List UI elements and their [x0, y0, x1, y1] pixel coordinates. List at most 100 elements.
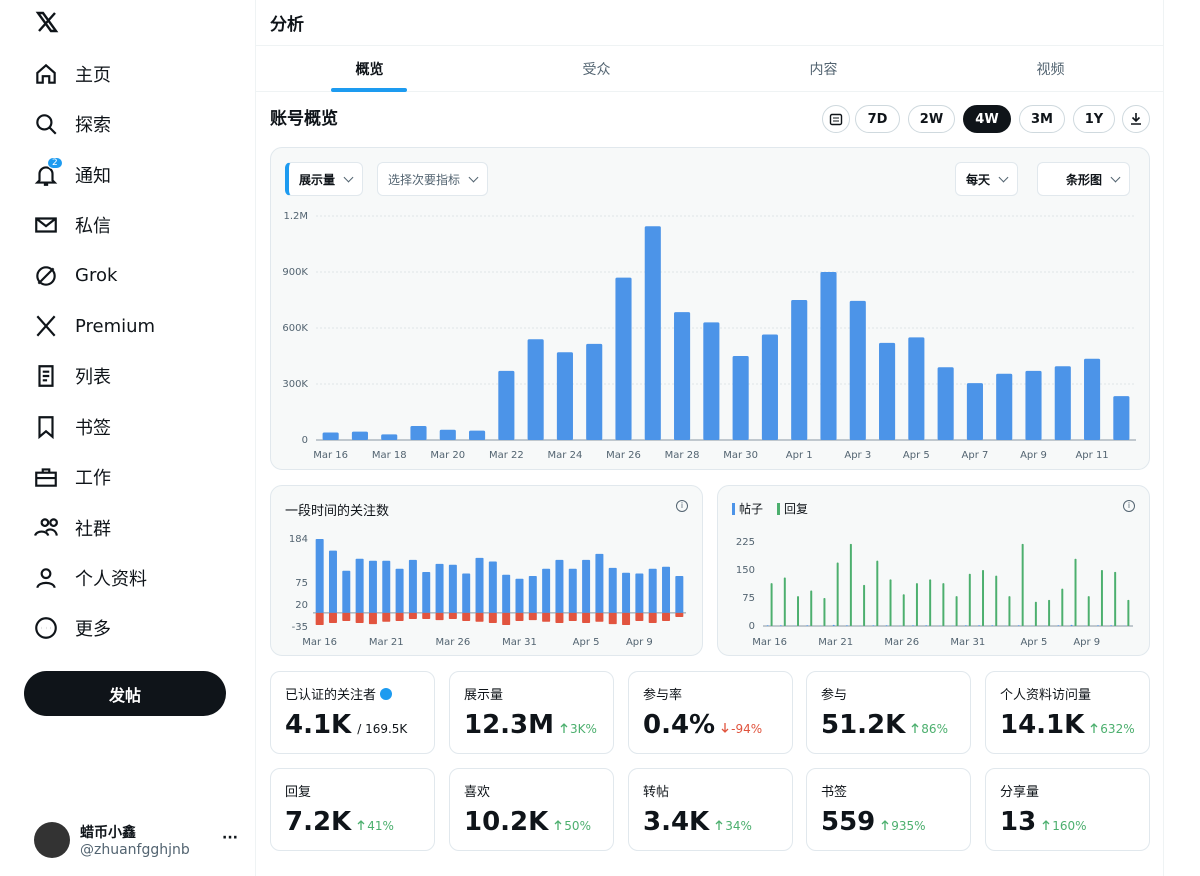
legend-item: 帖子: [732, 500, 763, 517]
nav-item[interactable]: 书签: [33, 407, 111, 447]
x-tick-label: Mar 16: [313, 450, 348, 461]
bar: [1017, 625, 1020, 626]
nav-item[interactable]: 私信: [33, 205, 111, 245]
range-button[interactable]: 1Y: [1073, 105, 1115, 133]
x-logo[interactable]: [35, 10, 59, 34]
change-arrow: [560, 723, 568, 733]
nav-item[interactable]: 更多: [33, 608, 111, 648]
stat-value: 13 160%: [1000, 807, 1087, 837]
bar: [368, 612, 377, 625]
secondary-metric[interactable]: 选择次要指标: [377, 162, 489, 196]
bar: [648, 568, 657, 613]
stat-value: 4.1K / 169.5K: [285, 710, 407, 740]
tab[interactable]: 内容: [809, 62, 838, 78]
icon-path: [38, 415, 54, 439]
nav-label: 主页: [75, 65, 111, 86]
y-tick-label: 75: [742, 593, 755, 604]
followers-card: 一段时间的关注数 i -35 20 75 184 Mar 16 Mar 21 Mar 26 M…: [270, 485, 703, 656]
bar: [408, 612, 417, 619]
bar: [422, 571, 431, 613]
arrow: [357, 820, 365, 830]
bar: [395, 612, 404, 621]
stat-change: 34%: [715, 819, 752, 833]
y-tick-label: 184: [289, 534, 308, 545]
change-value: 632%: [1100, 722, 1135, 736]
x-tick-label: Mar 31: [950, 637, 985, 648]
tab[interactable]: 概览: [256, 46, 483, 92]
nav-item[interactable]: 通知 2: [33, 155, 111, 195]
stat-value: 3.4K 34%: [643, 807, 752, 837]
range-button[interactable]: 3M: [1019, 105, 1065, 133]
x-tick-label: Mar 30: [723, 450, 758, 461]
user-name[interactable]: 蜡币小鑫: [80, 825, 136, 841]
stat-title: 书签: [821, 785, 848, 800]
tab[interactable]: 受众: [582, 62, 611, 78]
nav-item[interactable]: 社群: [33, 508, 111, 548]
bar: [502, 612, 511, 625]
stat-change: 3K%: [560, 722, 597, 736]
post-button[interactable]: 发帖: [24, 671, 226, 716]
change-value: 41%: [367, 819, 394, 833]
stat-card: 参与率 0.4% -94%: [628, 671, 793, 754]
bar: [675, 575, 684, 613]
more-menu[interactable]: ···: [222, 830, 238, 846]
nav-item[interactable]: 列表: [33, 356, 111, 396]
nav-label: 个人资料: [75, 569, 147, 590]
bar: [542, 612, 551, 622]
bar: [889, 579, 892, 626]
bar: [462, 573, 471, 613]
tab[interactable]: 视频: [1036, 62, 1065, 78]
bar: [586, 343, 603, 440]
icon-path: [35, 217, 57, 233]
bar: [995, 575, 998, 626]
bar: [966, 383, 983, 440]
bar: [929, 579, 932, 626]
impressions-chart: 0 300K 600K 900K 1.2M Mar 16 Mar 18 Mar 20 Mar 2…: [282, 211, 1136, 461]
range-button[interactable]: 7D: [855, 105, 900, 133]
bar: [1034, 601, 1037, 626]
bar: [911, 625, 914, 626]
followers-chart: -35 20 75 184 Mar 16 Mar 21 Mar 26 Mar 31 Apr 5 A…: [289, 534, 686, 648]
chart-type[interactable]: 条形图: [1037, 162, 1131, 196]
download-button[interactable]: [1122, 105, 1150, 133]
nav-item[interactable]: 探索: [33, 104, 111, 144]
info-icon[interactable]: i: [1123, 500, 1135, 512]
stat-title: 参与率: [643, 688, 683, 703]
value: 51.2K: [821, 710, 906, 740]
stat-title: 回复: [285, 785, 312, 800]
nav-item[interactable]: Grok: [33, 256, 117, 296]
x-tick-label: Mar 21: [818, 637, 853, 648]
stat-card: 已认证的关注者 4.1K / 169.5K: [270, 671, 435, 754]
nav-item[interactable]: 主页: [33, 54, 111, 94]
x-tick-label: Mar 18: [372, 450, 407, 461]
range-button[interactable]: 2W: [908, 105, 955, 133]
range-button[interactable]: 4W: [963, 105, 1011, 133]
bar: [982, 570, 985, 626]
info-icon[interactable]: i: [676, 500, 688, 512]
y-tick-label: 0: [749, 621, 755, 632]
avatar[interactable]: [34, 822, 70, 858]
x-tick-label: Mar 26: [435, 637, 470, 648]
nav-item[interactable]: Premium: [33, 306, 155, 346]
calendar-button[interactable]: [822, 105, 850, 133]
bar: [582, 612, 591, 623]
value: 559: [821, 807, 876, 837]
nav-item[interactable]: 工作: [33, 457, 111, 497]
value: 0.4%: [643, 710, 716, 740]
stat-total: / 169.5K: [357, 722, 408, 736]
user-handle[interactable]: @zhuanfgghjnb: [80, 842, 190, 858]
change-arrow: [1090, 723, 1098, 733]
interval[interactable]: 每天: [955, 162, 1019, 196]
primary-metric[interactable]: 展示量: [285, 162, 364, 196]
bar: [435, 612, 444, 621]
bar: [622, 572, 631, 613]
bar: [1054, 366, 1071, 440]
nav-label: 列表: [75, 367, 111, 389]
stat-value: 10.2K 50%: [464, 807, 591, 837]
bar: [568, 568, 577, 613]
nav-item[interactable]: 个人资料: [33, 558, 147, 598]
tabs: 概览 受众 内容 视频: [256, 45, 1163, 92]
legend-item: 回复: [777, 500, 808, 517]
bar: [555, 612, 564, 623]
x-tick-label: Mar 26: [606, 450, 641, 461]
